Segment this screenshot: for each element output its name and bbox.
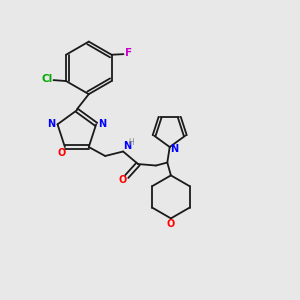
Text: O: O [167,219,175,229]
Text: Cl: Cl [41,74,52,84]
Text: N: N [47,119,56,129]
Text: N: N [98,119,106,129]
Text: N: N [123,141,131,151]
Text: O: O [58,148,66,158]
Text: N: N [170,143,178,154]
Text: H: H [129,138,134,147]
Text: F: F [125,48,132,58]
Text: O: O [118,175,127,184]
